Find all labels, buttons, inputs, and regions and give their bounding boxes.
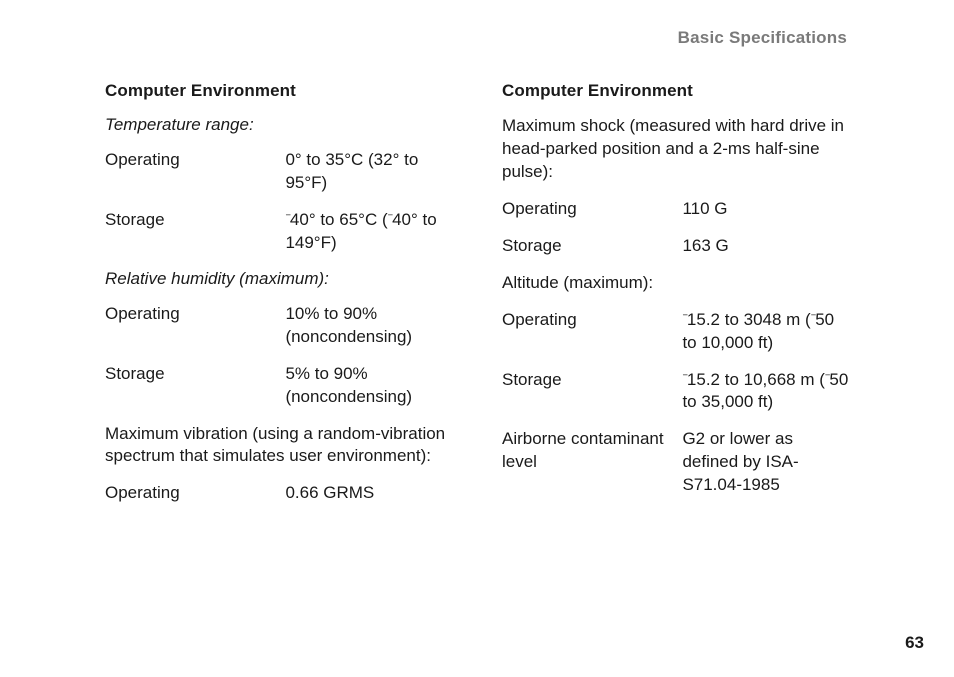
label-alt-storage: Storage [502,369,682,392]
row-temp-operating: Operating 0° to 35°C (32° to 95°F) [105,149,452,195]
page-number: 63 [905,633,924,653]
row-contaminant: Airborne contaminant level G2 or lower a… [502,428,849,497]
label-temp-operating: Operating [105,149,285,172]
right-heading: Computer Environment [502,81,849,101]
left-column: Computer Environment Temperature range: … [105,81,452,519]
sub-temp-range: Temperature range: [105,115,452,135]
label-rh-operating: Operating [105,303,285,326]
label-alt-operating: Operating [502,309,682,332]
value-vib-operating: 0.66 GRMS [285,482,452,505]
value-rh-operating: 10% to 90% (noncondensing) [285,303,452,349]
row-rh-storage: Storage 5% to 90% (noncondensing) [105,363,452,409]
sub-rel-humidity: Relative humidity (maximum): [105,269,452,289]
label-rh-storage: Storage [105,363,285,386]
row-vib-operating: Operating 0.66 GRMS [105,482,452,505]
right-column: Computer Environment Maximum shock (meas… [502,81,849,519]
left-heading: Computer Environment [105,81,452,101]
row-alt-storage: Storage −15.2 to 10,668 m (−50 to 35,000… [502,369,849,415]
page: Basic Specifications Computer Environmen… [0,0,954,677]
label-vib-operating: Operating [105,482,285,505]
value-shock-operating: 110 G [682,198,849,221]
label-altitude: Altitude (maximum): [502,272,849,295]
value-temp-storage: −40° to 65°C (−40° to 149°F) [285,209,452,255]
row-altitude-heading: Altitude (maximum): [502,272,849,295]
value-alt-operating: −15.2 to 3048 m (−50 to 10,000 ft) [682,309,849,355]
label-shock-operating: Operating [502,198,682,221]
value-shock-storage: 163 G [682,235,849,258]
shock-para: Maximum shock (measured with hard drive … [502,115,849,184]
value-alt-storage: −15.2 to 10,668 m (−50 to 35,000 ft) [682,369,849,415]
value-contaminant: G2 or lower as defined by ISA-S71.04-198… [682,428,849,497]
row-alt-operating: Operating −15.2 to 3048 m (−50 to 10,000… [502,309,849,355]
label-shock-storage: Storage [502,235,682,258]
row-rh-operating: Operating 10% to 90% (noncondensing) [105,303,452,349]
columns: Computer Environment Temperature range: … [105,81,849,519]
label-contaminant: Airborne contaminant level [502,428,682,474]
page-header-title: Basic Specifications [678,28,847,48]
value-rh-storage: 5% to 90% (noncondensing) [285,363,452,409]
label-temp-storage: Storage [105,209,285,232]
row-shock-storage: Storage 163 G [502,235,849,258]
row-shock-operating: Operating 110 G [502,198,849,221]
value-temp-operating: 0° to 35°C (32° to 95°F) [285,149,452,195]
vibration-para: Maximum vibration (using a random-vibrat… [105,423,452,469]
row-temp-storage: Storage −40° to 65°C (−40° to 149°F) [105,209,452,255]
